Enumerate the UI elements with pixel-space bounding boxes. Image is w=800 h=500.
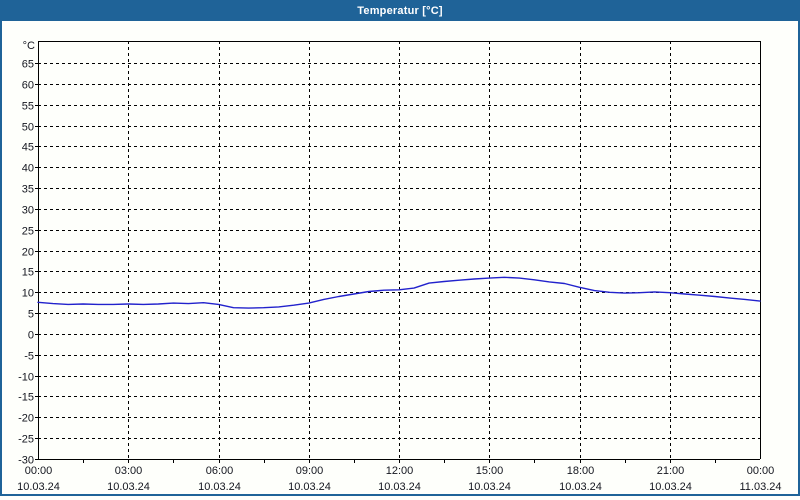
y-axis-label: -5	[24, 351, 34, 363]
x-axis-time-label: 09:00	[296, 465, 324, 477]
x-axis-time-label: 18:00	[567, 465, 595, 477]
x-axis-time-label: 06:00	[206, 465, 234, 477]
y-axis-label: 55	[22, 101, 34, 113]
y-axis-label: 45	[22, 142, 34, 154]
temperature-series-line	[37, 276, 761, 309]
x-axis-time-label: 00:00	[25, 465, 53, 477]
y-axis-label: 25	[22, 226, 34, 238]
y-axis-label: 65	[22, 59, 34, 71]
y-axis-label: -10	[18, 372, 34, 384]
x-axis-time-label: 15:00	[476, 465, 504, 477]
x-axis-date-label: 10.03.24	[288, 481, 331, 493]
y-axis-label: 35	[22, 184, 34, 196]
x-axis-time-label: 12:00	[386, 465, 414, 477]
y-axis-label: 30	[22, 205, 34, 217]
x-axis-date-label: 10.03.24	[17, 481, 60, 493]
window-titlebar[interactable]: Temperatur [°C]	[0, 0, 800, 21]
y-axis-label: 15	[22, 267, 34, 279]
x-axis-date-label: 10.03.24	[649, 481, 692, 493]
window-title: Temperatur [°C]	[357, 4, 443, 17]
y-axis-label: 0	[28, 330, 34, 342]
y-axis-label: 60	[22, 80, 34, 92]
y-axis-label: 5	[28, 309, 34, 321]
x-axis-time-label: 00:00	[747, 465, 775, 477]
y-axis-label: -20	[18, 413, 34, 425]
y-axis-label: 40	[22, 163, 34, 175]
y-axis-label: 10	[22, 288, 34, 300]
x-axis-date-label: 10.03.24	[378, 481, 421, 493]
x-axis-time-label: 03:00	[115, 465, 143, 477]
x-axis-date-label: 10.03.24	[468, 481, 511, 493]
y-axis-label: 50	[22, 122, 34, 134]
x-axis-time-label: 21:00	[657, 465, 685, 477]
x-axis-date-label: 10.03.24	[198, 481, 241, 493]
y-axis-label: -25	[18, 434, 34, 446]
x-axis-date-label: 10.03.24	[107, 481, 150, 493]
x-axis-date-label: 11.03.24	[739, 481, 781, 493]
y-axis-label: -15	[18, 392, 34, 404]
y-axis-label: 20	[22, 247, 34, 259]
y-axis-label: -30	[18, 455, 34, 467]
x-axis-date-label: 10.03.24	[559, 481, 602, 493]
y-axis-unit-label: °C	[23, 40, 35, 52]
